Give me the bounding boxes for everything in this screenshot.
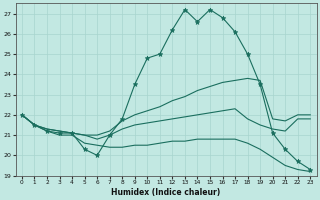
- X-axis label: Humidex (Indice chaleur): Humidex (Indice chaleur): [111, 188, 221, 197]
